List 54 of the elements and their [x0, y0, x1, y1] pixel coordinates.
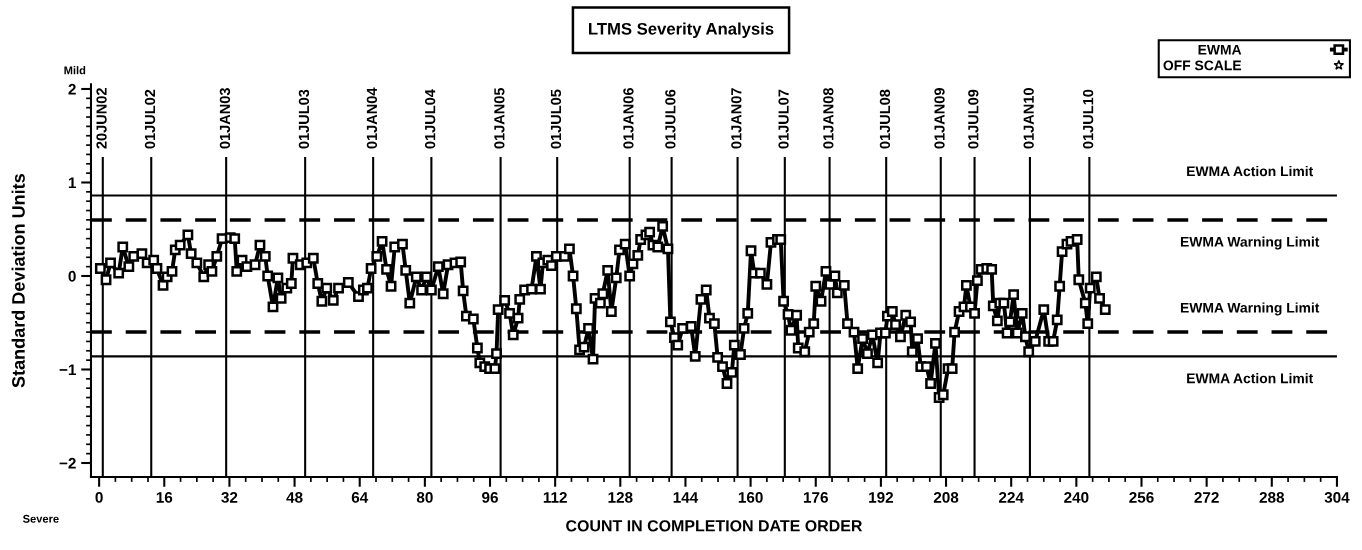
x-tick-label: 0 — [95, 492, 103, 503]
legend-label: OFF SCALE — [1163, 60, 1242, 71]
ref-line-label: 01JUL10 — [1082, 89, 1094, 149]
ref-line-label: 01JAN08 — [823, 87, 834, 149]
ref-line-label: 01JAN09 — [934, 88, 945, 149]
ref-line-label: 01JUL07 — [778, 89, 789, 149]
ref-line-label: 01JAN06 — [623, 88, 634, 149]
x-tick-label: 304 — [1324, 492, 1350, 503]
x-tick-label: 272 — [1194, 492, 1219, 503]
ref-line-label: 01JUL04 — [424, 89, 436, 149]
ref-line-label: 01JAN03 — [219, 88, 231, 149]
x-tick-label: 224 — [998, 492, 1024, 503]
ref-line-label: EWMA Warning Limit — [1180, 302, 1320, 316]
x-tick-label: 144 — [673, 492, 699, 503]
ref-line-label: 01JAN07 — [731, 88, 742, 149]
x-tick-label: 48 — [286, 492, 303, 503]
ref-line-label: 01JUL02 — [144, 89, 156, 149]
y-tick-label: 1 — [68, 177, 76, 189]
x-tick-label: 176 — [803, 492, 828, 503]
x-tick-label: 208 — [933, 492, 959, 503]
ref-line-label: 01JAN10 — [1023, 88, 1034, 149]
text: Mild — [64, 66, 86, 75]
x-tick-label: 128 — [608, 492, 633, 503]
x-tick-label: 64 — [351, 492, 369, 503]
x-tick-label: 16 — [156, 492, 173, 503]
ref-line-label: EWMA Action Limit — [1187, 373, 1314, 384]
x-tick-label: 112 — [543, 492, 567, 503]
text: Severe — [22, 514, 59, 523]
x-tick-label: 192 — [869, 492, 894, 503]
y-axis-title: Standard Deviation Units — [11, 174, 25, 388]
x-axis-title: COUNT IN COMPLETION DATE ORDER — [566, 520, 863, 532]
ref-line-label: EWMA Action Limit — [1187, 165, 1314, 177]
x-tick-label: 288 — [1259, 492, 1285, 503]
y-tick-label: −1 — [59, 364, 76, 376]
chart-title: LTMS Severity Analysis — [589, 22, 774, 39]
ref-line-label: 20JUN02 — [96, 88, 107, 149]
x-tick-label: 32 — [221, 492, 238, 503]
x-tick-label: 160 — [738, 492, 763, 503]
ref-line-label: EWMA Warning Limit — [1180, 236, 1320, 250]
ref-line-label: 01JUL06 — [665, 89, 676, 149]
ref-line-label: 01JUL09 — [968, 89, 979, 149]
ref-line-label: 01JUL05 — [550, 89, 562, 149]
ref-line-label: 01JUL03 — [298, 89, 310, 149]
text: EWMA — [1198, 44, 1242, 55]
x-tick-label: 256 — [1129, 492, 1154, 503]
y-tick-label: 0 — [68, 270, 76, 282]
x-tick-label: 80 — [416, 492, 433, 503]
x-tick-label: 240 — [1064, 492, 1089, 503]
ref-line-label: 01JAN04 — [366, 87, 378, 149]
y-tick-label: −2 — [59, 457, 76, 469]
ref-line-label: 01JUL08 — [879, 89, 891, 149]
ref-line-label: 01JAN05 — [494, 87, 505, 149]
y-tick-label: 2 — [68, 83, 76, 95]
x-tick-label: 96 — [482, 492, 498, 503]
